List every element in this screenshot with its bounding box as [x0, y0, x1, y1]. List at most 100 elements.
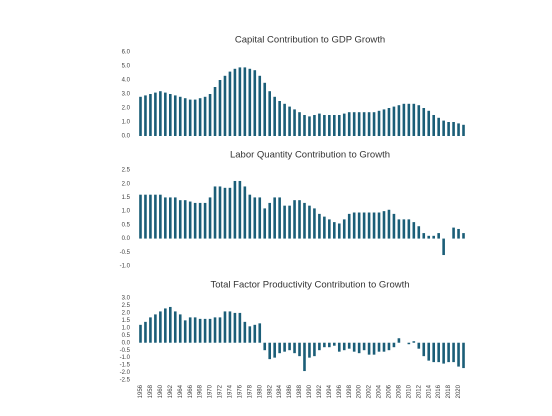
- bar: [347, 342, 351, 349]
- y-tick-label: -0.5: [120, 348, 131, 354]
- bar: [238, 67, 242, 136]
- bar: [328, 219, 331, 239]
- bar: [223, 75, 227, 136]
- bar: [183, 200, 187, 239]
- bar: [382, 109, 386, 136]
- bar: [333, 115, 336, 136]
- bar: [213, 186, 217, 239]
- bar: [283, 205, 286, 239]
- x-tick-label: 2002: [367, 384, 373, 398]
- bar: [377, 110, 381, 136]
- bar: [392, 213, 396, 239]
- bar: [318, 342, 321, 351]
- bar: [243, 321, 247, 343]
- bar: [178, 96, 182, 136]
- bar: [228, 71, 232, 136]
- chart-title: Total Factor Productivity Contribution t…: [210, 280, 409, 291]
- bar: [397, 338, 401, 343]
- bar: [432, 115, 435, 136]
- bar: [422, 342, 426, 357]
- x-tick-label: 1986: [287, 384, 293, 398]
- bar: [169, 306, 172, 343]
- bar: [417, 226, 421, 239]
- bar: [357, 342, 361, 354]
- bar: [437, 342, 440, 363]
- y-tick-label: 0.5: [122, 333, 131, 339]
- y-tick-label: 2.5: [122, 303, 131, 309]
- x-tick-label: 2018: [446, 384, 452, 398]
- y-tick-label: -2.0: [120, 370, 131, 376]
- bar: [362, 112, 366, 136]
- bar: [298, 342, 301, 357]
- bar: [318, 213, 321, 239]
- bar: [427, 342, 431, 361]
- x-tick-label: 1964: [178, 384, 184, 398]
- y-tick-label: -0.5: [120, 250, 131, 256]
- y-tick-label: -1.5: [120, 363, 131, 369]
- bar: [159, 311, 162, 343]
- y-tick-label: 2.0: [122, 181, 131, 187]
- bar: [382, 342, 386, 352]
- x-tick-label: 1976: [237, 384, 243, 398]
- bar: [183, 320, 187, 343]
- x-tick-label: 1988: [297, 384, 303, 398]
- bar: [198, 202, 202, 239]
- x-tick-label: 2008: [396, 384, 402, 398]
- y-tick-label: 4.0: [122, 78, 131, 84]
- x-tick-label: 1960: [158, 384, 164, 398]
- bar: [442, 342, 445, 364]
- y-tick-label: 0.0: [122, 134, 131, 140]
- x-tick-label: 1968: [198, 384, 204, 398]
- bar: [169, 197, 172, 239]
- bar: [337, 223, 341, 239]
- bar: [203, 202, 207, 239]
- bar: [422, 108, 426, 136]
- bar: [248, 68, 252, 136]
- bar: [293, 342, 296, 354]
- bar: [228, 187, 232, 239]
- y-tick-label: 1.0: [122, 120, 131, 126]
- bar: [193, 99, 197, 136]
- bar: [154, 92, 157, 136]
- bar: [333, 342, 336, 346]
- bar: [447, 122, 450, 136]
- bar: [387, 108, 391, 136]
- bar: [208, 197, 212, 239]
- y-tick-label: 1.5: [122, 318, 131, 324]
- bar: [447, 342, 450, 363]
- bar: [397, 105, 401, 136]
- x-tick-label: 2020: [456, 384, 462, 398]
- bar: [457, 228, 460, 239]
- bar: [382, 211, 386, 239]
- bar: [397, 219, 401, 239]
- bar: [392, 106, 396, 136]
- bar: [288, 106, 291, 136]
- bar: [149, 194, 152, 239]
- bar: [452, 227, 455, 239]
- bar: [243, 186, 247, 239]
- bar: [253, 197, 257, 239]
- bar: [169, 94, 172, 136]
- x-tick-label: 1980: [257, 384, 263, 398]
- bar: [258, 323, 262, 343]
- bar: [407, 219, 411, 239]
- bar: [342, 342, 346, 351]
- bar: [258, 75, 262, 136]
- bar: [352, 212, 356, 239]
- bar: [417, 105, 421, 136]
- bar: [149, 94, 152, 136]
- bar: [164, 197, 167, 239]
- bar: [218, 317, 222, 343]
- bar: [308, 205, 311, 239]
- x-tick-label: 1970: [208, 384, 214, 398]
- bar: [347, 112, 351, 136]
- y-tick-label: 2.5: [122, 168, 131, 174]
- bar: [452, 342, 455, 363]
- bar: [462, 342, 465, 369]
- x-tick-label: 2006: [387, 384, 393, 398]
- bar: [328, 342, 331, 348]
- bar: [248, 194, 252, 239]
- bar: [402, 219, 406, 239]
- bar: [154, 194, 157, 239]
- bar: [278, 342, 281, 354]
